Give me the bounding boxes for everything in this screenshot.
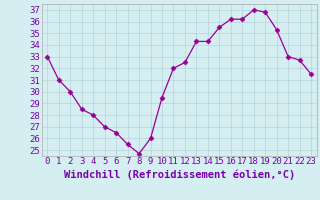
X-axis label: Windchill (Refroidissement éolien,°C): Windchill (Refroidissement éolien,°C) bbox=[64, 169, 295, 180]
